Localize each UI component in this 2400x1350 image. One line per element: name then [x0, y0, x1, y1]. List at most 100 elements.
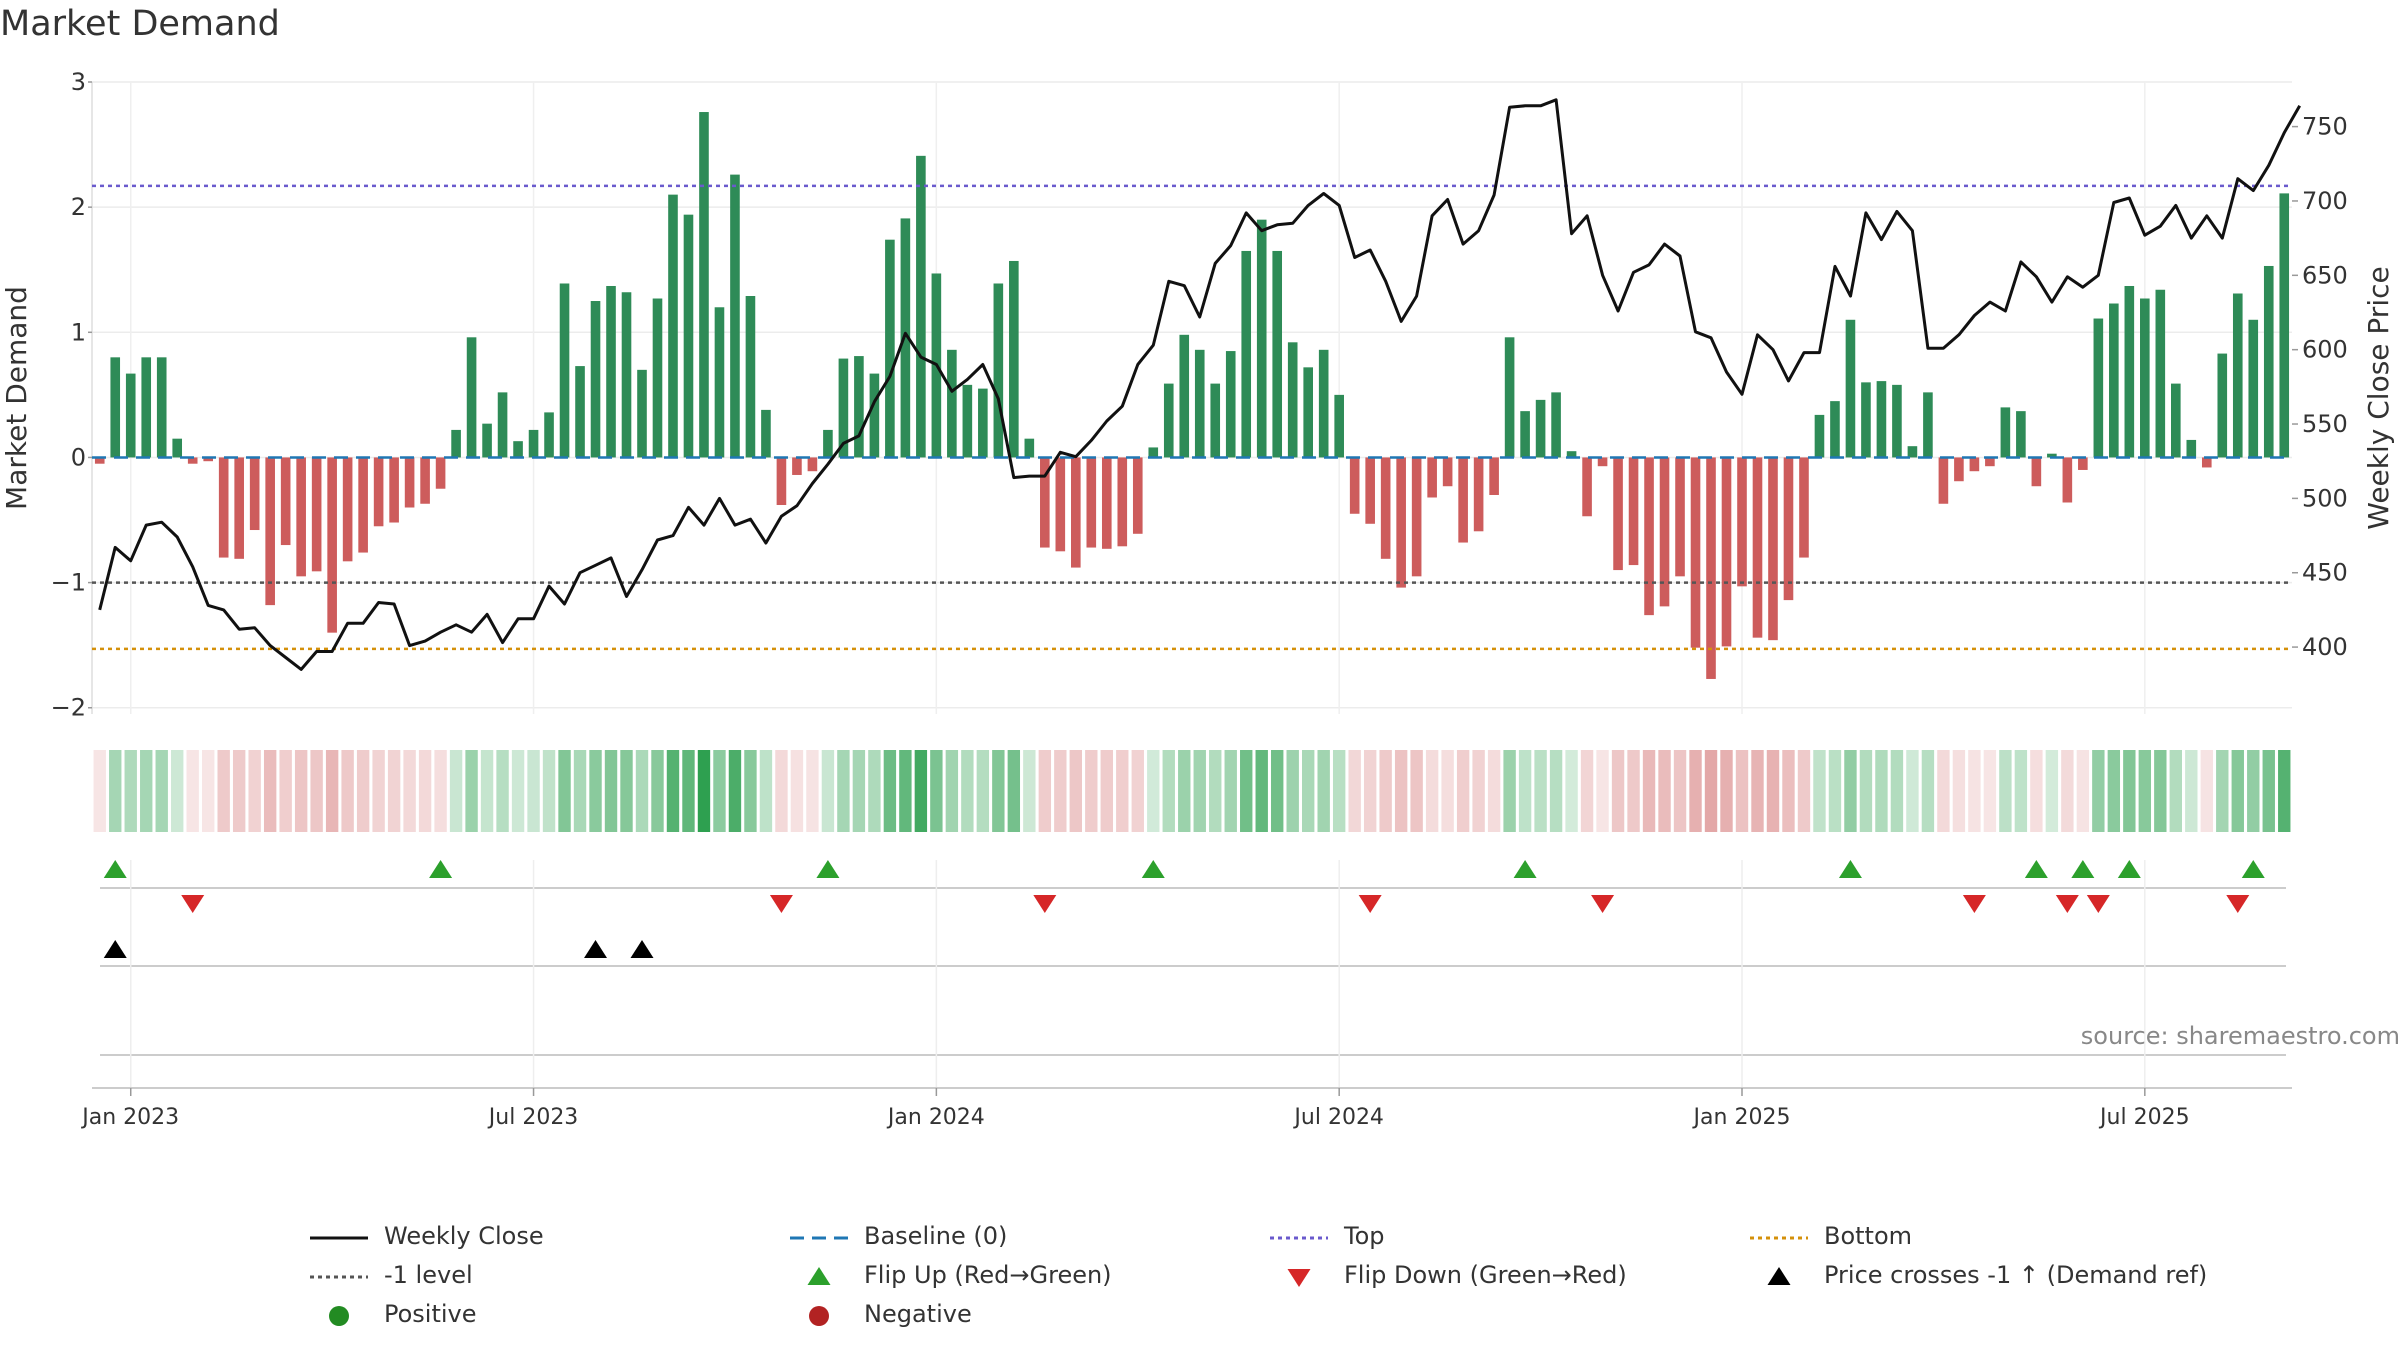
heat-strip-cell [790, 750, 804, 832]
heat-strip-cell [945, 750, 959, 832]
heat-strip-cell [2092, 750, 2105, 832]
left-tick-label: 0 [71, 443, 86, 471]
demand-bar-positive [714, 307, 725, 458]
legend-circle [809, 1306, 829, 1326]
heat-strip-cell [2123, 750, 2136, 832]
demand-bar-negative [2201, 457, 2212, 468]
heat-strip-cell [372, 750, 385, 832]
demand-bar-positive [652, 298, 663, 458]
demand-bar-positive [947, 349, 957, 458]
demand-bar-negative [776, 457, 787, 506]
demand-bar-negative [1442, 457, 1453, 487]
heat-strip-cell [1085, 750, 1098, 832]
heat-strip-cell [1193, 750, 1206, 832]
demand-bar-negative [1132, 457, 1143, 534]
heat-strip-cell [1317, 750, 1330, 832]
demand-bar-positive [1256, 219, 1267, 458]
demand-bar-positive [621, 292, 632, 458]
heat-strip-cell [1952, 750, 1966, 832]
demand-bar-positive [1334, 394, 1344, 458]
heat-strip-cell [1472, 750, 1485, 832]
heat-strip-cell [682, 750, 695, 832]
x-tick-label: Jul 2025 [2098, 1105, 2190, 1130]
demand-bar-negative [1365, 457, 1375, 524]
demand-bar-positive [156, 357, 167, 458]
flip-down-marker [769, 895, 793, 913]
demand-bar-negative [1117, 457, 1128, 547]
demand-bar-positive [2171, 383, 2181, 458]
demand-bar-positive [590, 301, 601, 458]
heat-strip-cell [1704, 750, 1718, 832]
heat-strip-cell [1611, 750, 1625, 832]
flip-up-marker [2071, 860, 2095, 878]
heat-strip-cell [1627, 750, 1640, 832]
demand-bar-positive [823, 429, 833, 458]
demand-bar-negative [358, 457, 368, 553]
demand-bar-negative [420, 457, 430, 504]
right-tick-label: 400 [2302, 633, 2348, 661]
demand-bar-positive [1241, 250, 1252, 458]
heat-strip-cell [2030, 750, 2043, 832]
x-tick-label: Jan 2024 [886, 1105, 985, 1130]
heat-strip-cell [449, 750, 463, 832]
legend-label: Price crosses -1 ↑ (Demand ref) [1824, 1261, 2208, 1289]
flip-down-marker [2055, 895, 2079, 913]
heat-strip-cell [1875, 750, 1888, 832]
legend-symbol-circle-green [329, 1306, 349, 1326]
demand-bar-negative [389, 457, 399, 523]
demand-bar-positive [1551, 392, 1561, 458]
demand-bar-positive [838, 358, 849, 458]
demand-bar-negative [1721, 457, 1732, 647]
demand-bar-positive [2279, 193, 2290, 458]
heat-strip-cell [1363, 750, 1377, 832]
left-tick-label: 2 [71, 193, 86, 221]
heat-strip-cell [1487, 750, 1501, 832]
heat-strip-cell [1379, 750, 1392, 832]
heat-strip-cell [899, 750, 912, 832]
demand-bar-negative [1086, 457, 1097, 548]
flip-down-marker [1358, 895, 1382, 913]
demand-bar-positive [637, 369, 647, 458]
heat-strip-cell [837, 750, 850, 832]
demand-bar-negative [1737, 457, 1747, 587]
demand-bar-positive [575, 366, 585, 458]
demand-bar-negative [1582, 457, 1592, 517]
heat-strip-cell [1348, 750, 1361, 832]
demand-bar-positive [2248, 319, 2259, 458]
demand-bar-positive [1892, 384, 1902, 458]
legend-label: Flip Up (Red→Green) [864, 1261, 1112, 1289]
heat-strip-cell [1178, 750, 1191, 832]
legend-triangle-up [807, 1267, 831, 1285]
heat-strip-cell [1580, 750, 1594, 832]
demand-bar-positive [699, 112, 709, 458]
demand-bar-positive [1318, 349, 1329, 458]
legend-label: Bottom [1824, 1222, 1913, 1250]
price-cross-marker [584, 940, 608, 958]
heat-strip-cell [232, 750, 246, 832]
legend-circle [329, 1306, 349, 1326]
demand-bar-negative [1458, 457, 1468, 543]
heat-strip-cell [1766, 750, 1780, 832]
heat-strip-cell [155, 750, 168, 832]
heat-strip-cell [1503, 750, 1516, 832]
heat-strip-cell [2061, 750, 2074, 832]
legend-label: Top [1344, 1222, 1385, 1250]
heat-strip-cell [1534, 750, 1547, 832]
heat-strip-cell [202, 750, 215, 832]
demand-bar-positive [683, 214, 694, 458]
heat-strip-cell [465, 750, 478, 832]
heat-strip-cell [294, 750, 308, 832]
heat-strip-cell [883, 750, 897, 832]
demand-bar-positive [125, 373, 136, 458]
heat-strip-cell [1054, 750, 1067, 832]
demand-bar-positive [761, 409, 771, 458]
demand-bar-positive [1845, 319, 1856, 458]
demand-bar-positive [854, 356, 864, 458]
right-tick-label: 500 [2302, 484, 2348, 512]
heat-strip-cell [744, 750, 757, 832]
demand-bar-negative [2031, 457, 2042, 487]
demand-bar-negative [435, 457, 446, 489]
heat-strip-cell [635, 750, 649, 832]
demand-bar-negative [1597, 457, 1608, 467]
heat-strip-cell [868, 750, 881, 832]
